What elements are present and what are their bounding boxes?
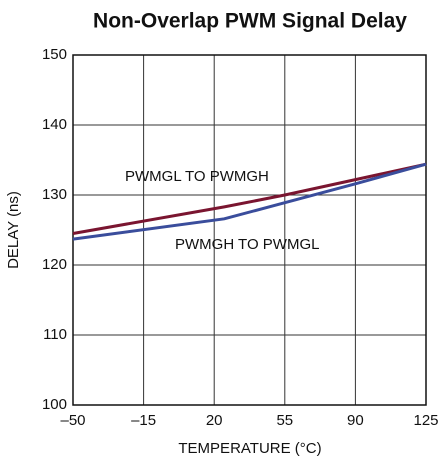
x-tick-label: 90: [347, 412, 364, 429]
line-series: [72, 162, 427, 235]
y-tick-label: 150: [42, 46, 67, 63]
series-label: PWMGL TO PWMGH: [125, 168, 269, 185]
chart-title: Non-Overlap PWM Signal Delay: [93, 10, 407, 33]
x-tick-label: 125: [413, 412, 438, 429]
x-tick-label: –15: [131, 412, 156, 429]
y-tick-label: 140: [42, 116, 67, 133]
line-series: [72, 162, 427, 241]
y-axis-label: DELAY (ns): [5, 191, 22, 269]
x-tick-label: –50: [60, 412, 85, 429]
plot-frame: [72, 54, 427, 406]
x-tick-label: 20: [206, 412, 223, 429]
x-tick-label: 55: [276, 412, 293, 429]
y-tick-label: 130: [42, 186, 67, 203]
y-tick-label: 120: [42, 256, 67, 273]
x-axis-label: TEMPERATURE (°C): [178, 440, 321, 457]
y-tick-label: 100: [42, 396, 67, 413]
y-tick-label: 110: [43, 326, 67, 343]
series-label: PWMGH TO PWMGL: [175, 236, 319, 253]
